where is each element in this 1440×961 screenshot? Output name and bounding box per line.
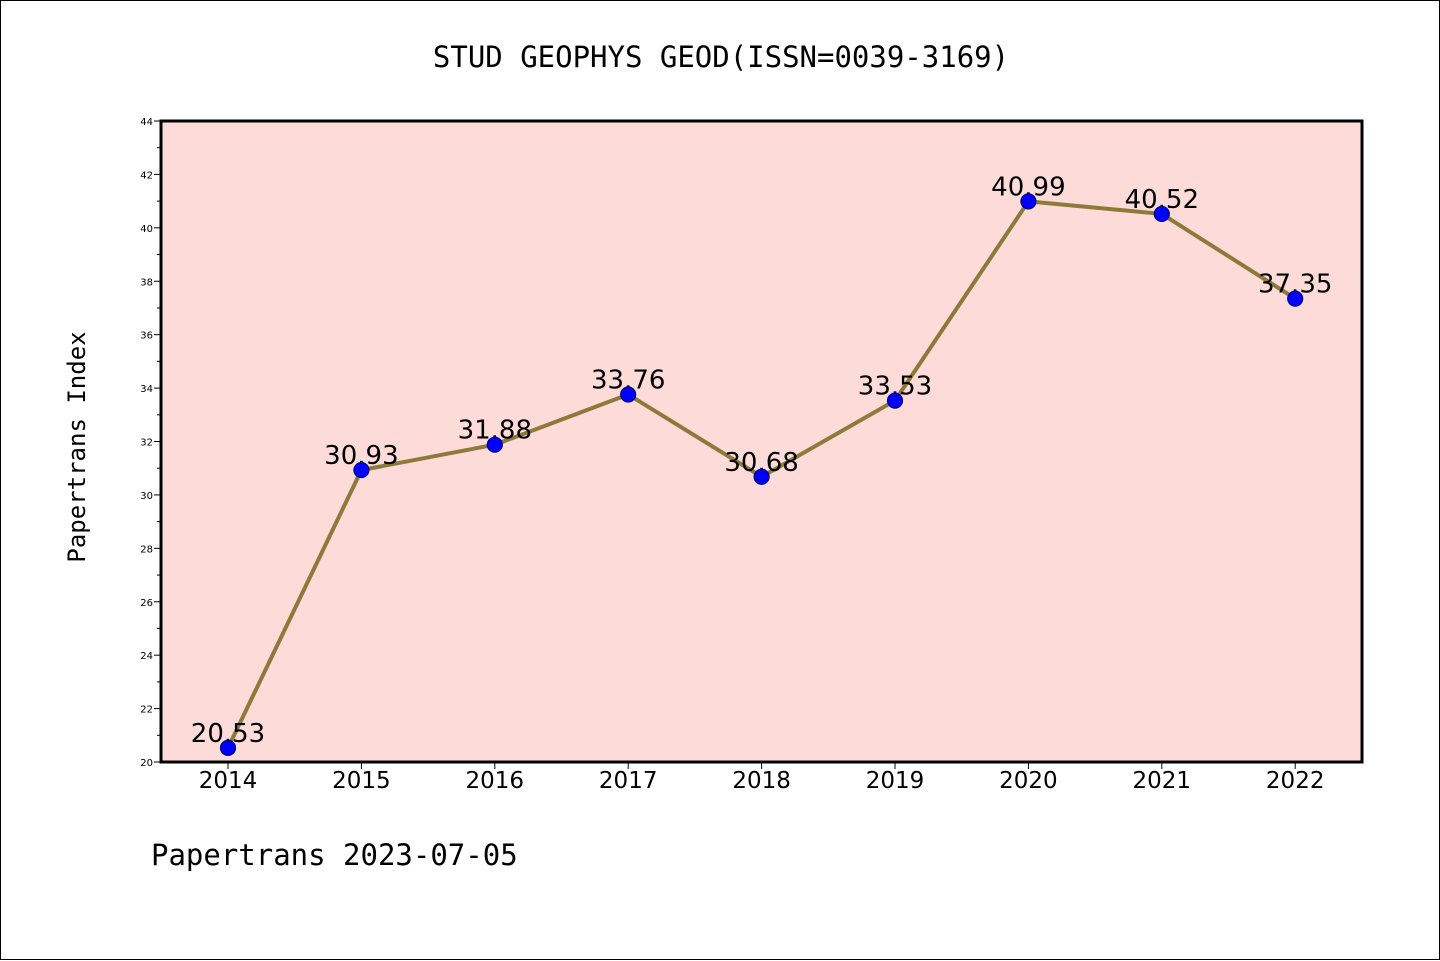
y-tick-label-20: 20 <box>140 758 153 769</box>
data-point-2021 <box>1153 205 1170 223</box>
y-tick-label-28: 28 <box>140 544 153 555</box>
x-tick-label-2015: 2015 <box>332 768 391 794</box>
data-point-2022 <box>1287 290 1304 307</box>
x-tick-label-2021: 2021 <box>1133 768 1192 794</box>
data-point-2017 <box>620 386 637 403</box>
y-axis: 20 22 24 26 28 30 32 34 36 38 40 42 44 <box>140 117 161 769</box>
data-point-2016 <box>486 436 503 453</box>
x-tick-label-2018: 2018 <box>732 768 791 794</box>
data-point-2019 <box>886 392 904 409</box>
x-tick-label-2022: 2022 <box>1266 768 1325 794</box>
y-tick-label-30: 30 <box>140 491 153 502</box>
x-tick-label-2019: 2019 <box>866 768 925 794</box>
y-tick-label-34: 34 <box>140 384 153 395</box>
y-tick-label-24: 24 <box>140 651 153 662</box>
data-point-2014 <box>219 739 237 756</box>
y-tick-label-36: 36 <box>140 331 153 342</box>
x-axis: 2014 2015 2016 2017 2018 2019 2020 2021 2022 <box>199 762 1325 794</box>
y-tick-label-44: 44 <box>140 117 153 128</box>
x-tick-label-2020: 2020 <box>999 768 1058 794</box>
footer-text: Papertrans 2023-07-05 <box>151 838 518 872</box>
y-tick-label-26: 26 <box>140 598 153 609</box>
y-tick-label-32: 32 <box>140 438 153 449</box>
plot-area <box>159 119 1364 764</box>
x-tick-label-2017: 2017 <box>599 768 658 794</box>
y-tick-label-22: 22 <box>140 705 153 716</box>
x-tick-label-2014: 2014 <box>199 768 258 794</box>
y-tick-label-40: 40 <box>140 224 153 235</box>
x-tick-label-2016: 2016 <box>466 768 525 794</box>
data-point-2015 <box>353 461 370 479</box>
y-tick-label-42: 42 <box>140 170 153 181</box>
y-tick-label-38: 38 <box>140 277 153 288</box>
data-point-2020 <box>1020 193 1037 210</box>
chart-title: STUD GEOPHYS GEOD(ISSN=0039-3169) <box>433 40 1009 74</box>
data-point-2018 <box>753 468 770 485</box>
y-axis-label: Papertrans Index <box>63 331 91 562</box>
